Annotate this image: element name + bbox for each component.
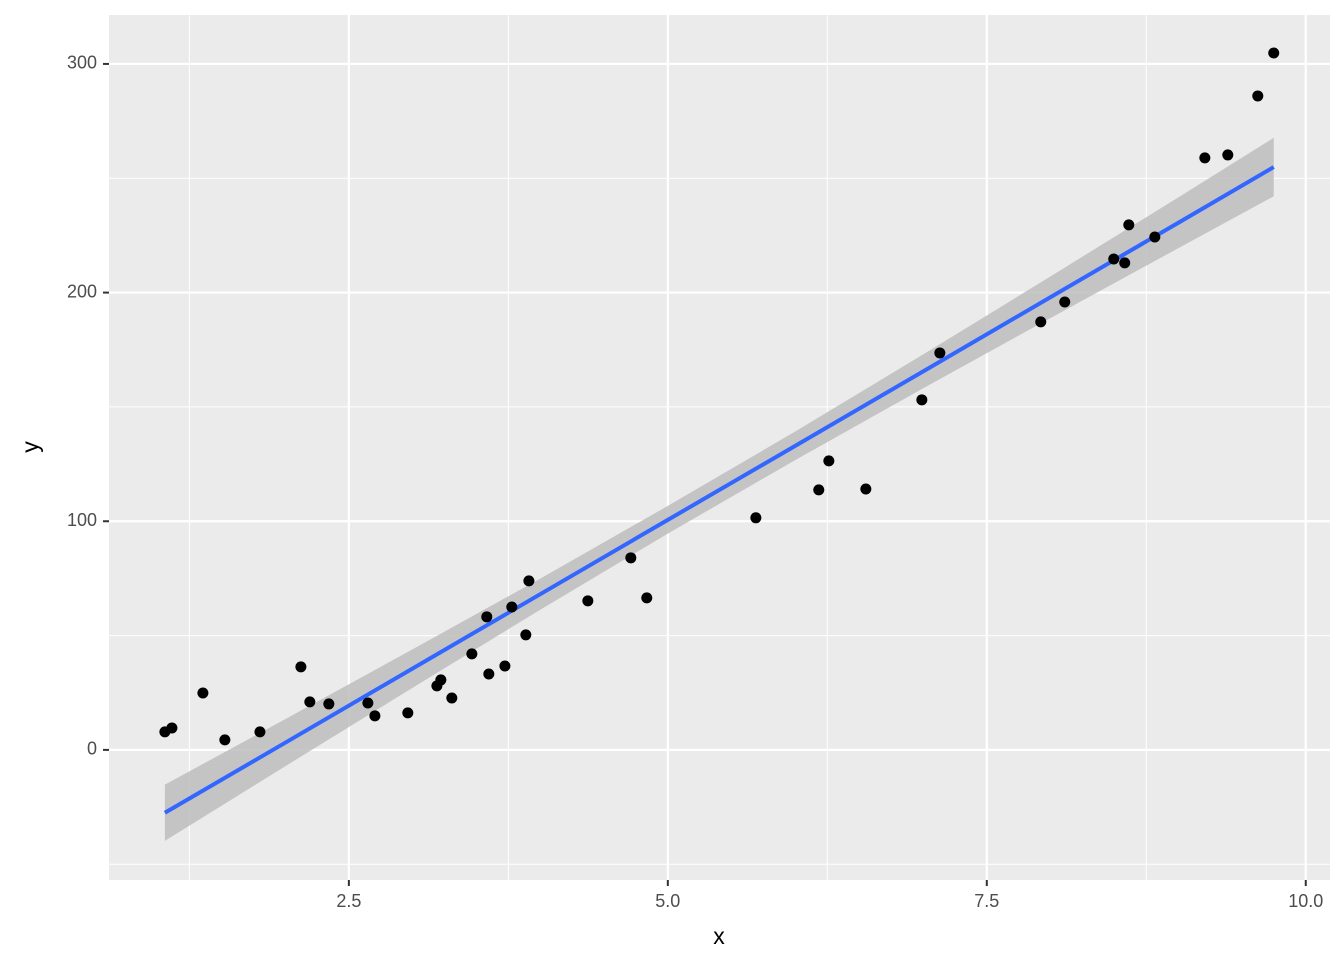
point [1222,149,1234,161]
point [750,512,762,524]
y-tick-label: 300 [67,53,97,73]
point [402,707,414,719]
y-tick-label: 200 [67,281,97,301]
point [1199,152,1211,164]
point [916,394,928,406]
point [523,575,535,587]
point [1252,90,1264,102]
point [323,698,335,710]
point [466,648,478,660]
point [197,687,209,699]
point [934,347,946,359]
point [166,722,178,734]
point [1119,257,1131,269]
point [369,710,381,722]
x-tick-label: 10.0 [1288,891,1323,911]
point [254,726,266,738]
point [1108,253,1120,265]
point [483,668,495,680]
point [1123,219,1135,231]
point [506,601,518,613]
point [1059,296,1071,308]
y-tick-label: 100 [67,510,97,530]
point [582,595,594,607]
point [823,455,835,467]
point [304,696,316,708]
point [625,552,637,564]
y-tick-label: 0 [87,739,97,759]
x-tick-label: 7.5 [974,891,999,911]
y-axis-title: y [17,441,43,453]
point [295,661,307,673]
point [435,674,447,686]
point [362,697,374,709]
x-tick-label: 2.5 [336,891,361,911]
point [520,629,532,641]
point [641,592,653,604]
x-tick-label: 5.0 [655,891,680,911]
point [481,611,493,623]
point [860,483,872,495]
point [499,660,511,672]
point [813,484,825,496]
point [1035,316,1047,328]
point [219,734,231,746]
point [1149,231,1161,243]
point [446,692,458,704]
point [1268,47,1280,59]
x-axis-title: x [713,923,725,949]
